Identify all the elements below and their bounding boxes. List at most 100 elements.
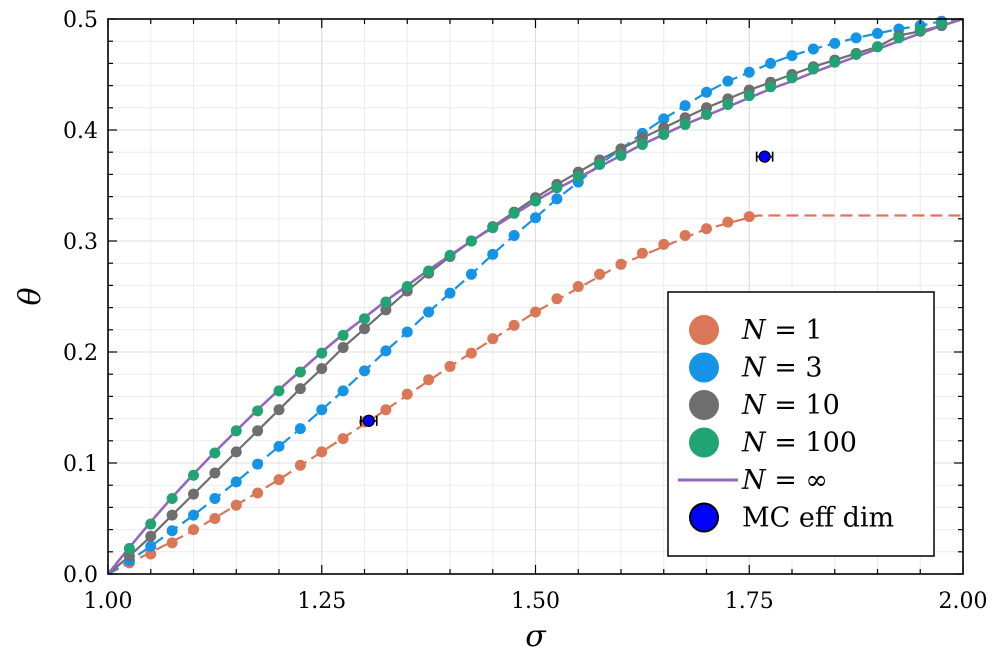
series-1-point	[188, 509, 199, 521]
series-2-point	[188, 488, 199, 500]
series-0-point	[423, 374, 435, 386]
series-2-point	[359, 323, 370, 335]
series-0-point	[572, 281, 584, 293]
series-3-point	[743, 90, 755, 102]
series-0-point	[273, 474, 285, 486]
series-0-point	[252, 487, 264, 499]
series-3-point	[487, 222, 499, 234]
series-3-point	[636, 138, 648, 150]
series-1-point	[722, 75, 734, 87]
legend-entry-label: N = 1	[741, 315, 823, 346]
series-1-point	[850, 32, 862, 44]
legend-entry-label: N = 3	[741, 353, 823, 384]
series-2-point	[316, 363, 328, 375]
legend-entry-label: N = ∞	[741, 465, 828, 496]
x-tick-label: 1.00	[84, 589, 133, 614]
series-0-point	[658, 238, 670, 250]
series-0-point	[444, 360, 456, 372]
series-3-point	[850, 49, 862, 61]
series-3-point	[273, 385, 285, 397]
series-2-point	[166, 509, 178, 521]
series-2-point	[145, 530, 157, 542]
series-1-point	[209, 493, 221, 505]
series-1-point	[166, 525, 178, 537]
series-3-point	[123, 542, 135, 554]
series-0-point	[743, 211, 755, 223]
series-0-point	[188, 524, 199, 536]
series-3-point	[551, 182, 563, 194]
series-2-point	[209, 467, 221, 479]
series-0-point	[166, 537, 178, 549]
y-tick-label: 0.0	[63, 563, 98, 588]
legend-marker-swatch	[689, 352, 719, 383]
series-1-point	[786, 50, 798, 62]
legend-marker-swatch	[689, 502, 719, 533]
series-3-point	[807, 63, 819, 75]
series-1-point	[743, 66, 755, 78]
series-5-point	[758, 150, 771, 163]
series-3-point	[230, 425, 242, 437]
y-tick-label: 0.3	[63, 230, 98, 255]
series-3-point	[294, 366, 306, 378]
series-3-point	[765, 81, 777, 93]
series-3-point	[465, 235, 477, 247]
series-3-point	[166, 493, 178, 505]
series-1-point	[465, 268, 477, 280]
x-tick-label: 1.50	[511, 589, 560, 614]
legend-marker-swatch	[689, 427, 719, 458]
series-3-point	[829, 56, 841, 68]
series-1-point	[316, 404, 328, 416]
series-3-point	[914, 24, 926, 36]
series-0-point	[551, 293, 563, 305]
series-3-point	[444, 249, 456, 261]
series-3-point	[188, 469, 199, 481]
series-1-point	[658, 113, 670, 125]
x-tick-label: 1.25	[297, 589, 346, 614]
series-3-point	[872, 41, 883, 53]
series-1-point	[145, 540, 157, 552]
series-1-point	[444, 287, 456, 299]
legend-marker-swatch	[689, 390, 719, 420]
series-3-point	[209, 447, 221, 459]
series-3-point	[530, 195, 541, 207]
series-0-point	[465, 347, 477, 359]
legend: N = 1 N = 3 N = 10 N = 100 N = ∞ MC eff dim	[667, 291, 935, 557]
series-0-point	[530, 306, 541, 318]
series-0-point	[380, 404, 392, 416]
x-tick-label: 1.75	[725, 589, 774, 614]
series-3-point	[572, 171, 584, 183]
series-1-point	[765, 57, 777, 69]
x-tick-label: 2.00	[939, 589, 988, 614]
series-1-line	[107, 17, 964, 575]
series-1-point	[294, 423, 306, 435]
series-1-point	[701, 86, 712, 98]
series-1-point	[230, 476, 242, 488]
series-0-point	[722, 216, 734, 228]
y-tick-label: 0.1	[63, 452, 98, 477]
legend-marker-swatch	[689, 315, 719, 345]
x-axis-label: σ	[525, 619, 547, 654]
series-3-point	[786, 72, 798, 84]
series-3-point	[679, 118, 691, 130]
series-1-point	[273, 440, 285, 452]
series-2-point	[230, 446, 242, 458]
series-1-point	[401, 326, 413, 338]
series-2-point	[380, 304, 392, 316]
series-0-point	[145, 548, 157, 560]
series-2-point	[273, 404, 285, 416]
series-0-point	[594, 268, 606, 280]
series-0-point	[209, 513, 221, 524]
series-3-point	[337, 329, 349, 341]
series-3-point	[701, 108, 712, 120]
series-3-point	[893, 32, 905, 44]
series-0-point	[615, 258, 627, 270]
series-3-point	[423, 265, 435, 277]
series-3-point	[380, 296, 392, 308]
tick-labels: 1.00 1.25 1.50 1.75 2.00 0.0 0.1 0.2 0.3 0.4 0.5	[63, 8, 987, 614]
series-0-point	[508, 319, 520, 331]
series-1-point	[252, 458, 264, 470]
series-5-point	[362, 414, 375, 427]
series-3-point	[359, 313, 370, 325]
y-tick-label: 0.2	[63, 341, 98, 366]
series-0-point	[337, 433, 349, 445]
